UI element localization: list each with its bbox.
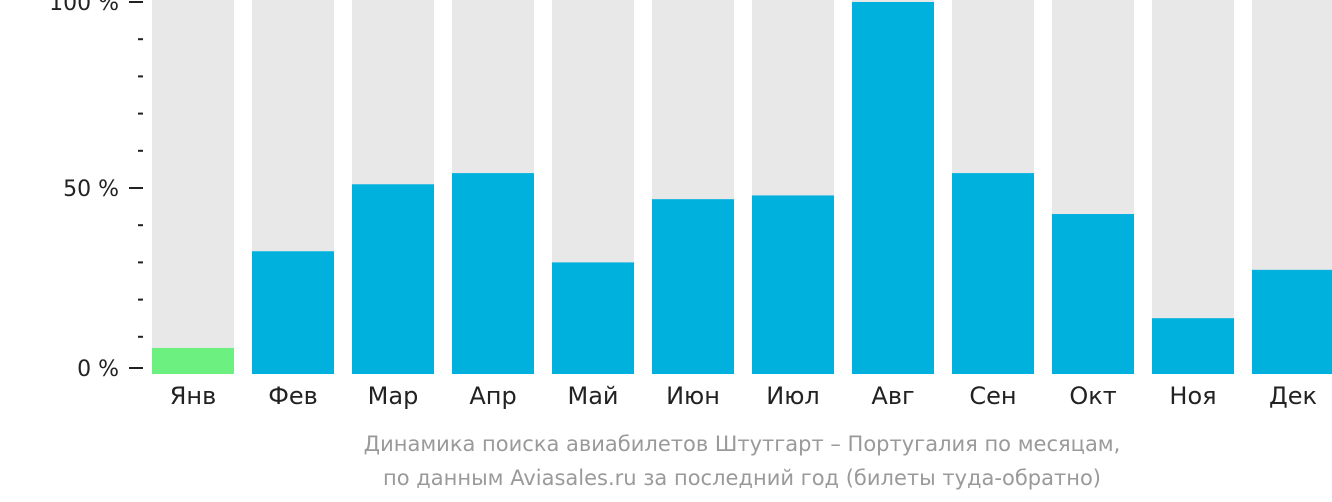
x-tick-label: Сен: [969, 382, 1016, 410]
bar-background: [1152, 0, 1234, 374]
y-axis: 0 % 50 % 100 %: [49, 0, 143, 382]
x-tick-label: Май: [567, 382, 618, 410]
x-tick-label: Окт: [1069, 382, 1116, 410]
x-tick-label: Июн: [666, 382, 720, 410]
bar-11: [1152, 318, 1234, 374]
y-tick-label: 0 %: [77, 357, 119, 382]
x-tick-label: Янв: [170, 382, 217, 410]
x-tick-label: Дек: [1269, 382, 1317, 410]
bar-12: [1252, 269, 1332, 374]
bar-8: [852, 2, 934, 374]
bar-9: [952, 173, 1034, 374]
caption-line-1: Динамика поиска авиабилетов Штутгарт – П…: [363, 432, 1121, 456]
caption-line-2: по данным Aviasales.ru за последний год …: [383, 466, 1101, 490]
bar-2: [252, 251, 334, 374]
x-tick-label: Мар: [368, 382, 419, 410]
chart-caption: Динамика поиска авиабилетов Штутгарт – П…: [0, 427, 1332, 495]
bar-5: [552, 262, 634, 374]
x-tick-label: Фев: [268, 382, 318, 410]
bar-10: [1052, 214, 1134, 374]
x-axis-labels: Янв Фев Мар Апр Май Июн Июл Авг Сен Окт Ноя Дек: [170, 382, 1317, 410]
bars: [152, 0, 1332, 374]
bar-3: [352, 184, 434, 374]
y-tick-label: 50 %: [63, 177, 119, 202]
bar-1: [152, 347, 234, 374]
y-tick-label: 100 %: [49, 0, 119, 16]
x-tick-label: Июл: [766, 382, 820, 410]
bar-4: [452, 173, 534, 374]
bar-background: [152, 0, 234, 374]
x-tick-label: Авг: [871, 382, 914, 410]
bar-chart: 0 % 50 % 100 % Янв Фев Мар Апр Май Июн Июл Авг Сен…: [49, 0, 1332, 410]
bar-7: [752, 195, 834, 374]
bar-6: [652, 199, 734, 374]
x-tick-label: Ноя: [1169, 382, 1216, 410]
x-tick-label: Апр: [469, 382, 516, 410]
